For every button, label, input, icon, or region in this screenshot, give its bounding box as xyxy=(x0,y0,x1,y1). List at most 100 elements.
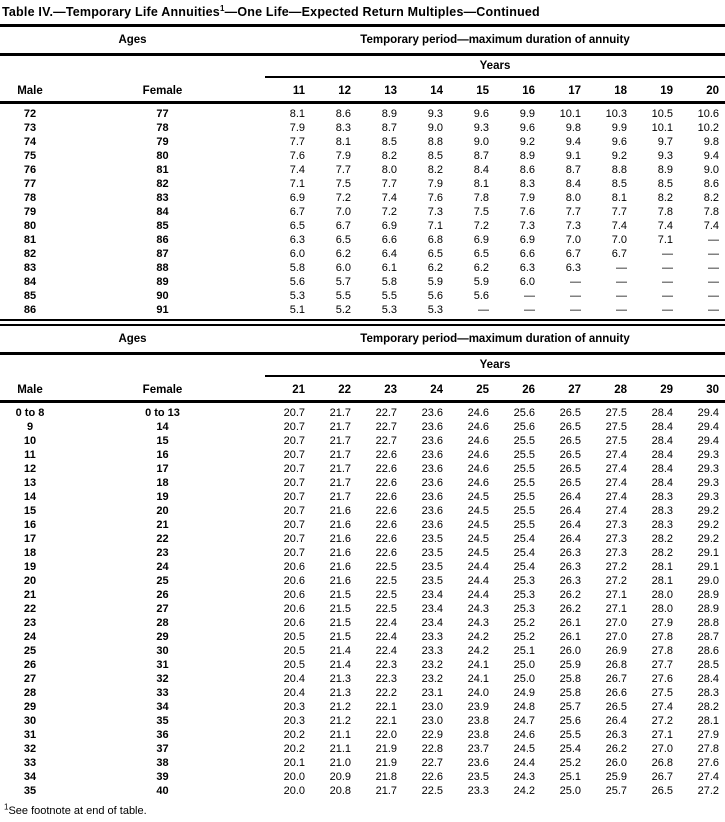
table-row: 78 83 6.9 7.2 7.4 7.6 7.8 7.9 8.0 8.1 8.2 8.2 xyxy=(0,191,725,205)
multiple-value-cell: 24.6 xyxy=(467,421,489,433)
male-age-cell: 13 xyxy=(23,477,37,489)
multiple-value-cell: 25.0 xyxy=(513,673,535,685)
multiple-value-cell: 29.2 xyxy=(697,505,719,517)
multiple-value-cell: 20.7 xyxy=(283,463,305,475)
multiple-value-cell: 23.4 xyxy=(421,589,443,601)
multiple-value-cell: 28.5 xyxy=(697,659,719,671)
multiple-value-cell: 25.0 xyxy=(513,659,535,671)
female-age-cell: 34 xyxy=(156,701,169,713)
multiple-value-cell: 23.6 xyxy=(421,463,443,475)
female-age-cell: 28 xyxy=(156,617,169,629)
multiple-value-cell: 23.6 xyxy=(467,757,489,769)
multiple-value-cell: 9.3 xyxy=(657,150,673,162)
multiple-value-cell: 7.1 xyxy=(427,220,443,232)
multiple-value-cell: 26.5 xyxy=(605,701,627,713)
multiple-value-cell: 24.9 xyxy=(513,687,535,699)
multiple-value-cell: 23.6 xyxy=(421,449,443,461)
multiple-value-cell: 27.4 xyxy=(651,701,673,713)
multiple-value-cell: 20.0 xyxy=(283,771,305,783)
multiple-value-cell: 28.9 xyxy=(697,603,719,615)
multiple-value-cell: 25.9 xyxy=(559,659,581,671)
multiple-value-cell: 7.4 xyxy=(611,220,627,232)
multiple-value-cell: — xyxy=(708,262,719,274)
multiple-value-cell: 27.8 xyxy=(697,743,719,755)
multiple-value-cell: 20.6 xyxy=(283,561,305,573)
multiple-value-cell: 28.3 xyxy=(651,519,673,531)
title-suffix: —One Life—Expected Return Multiples—Cont… xyxy=(224,5,540,19)
multiple-value-cell: 23.5 xyxy=(421,547,443,559)
annuity-table-years-21-30: Ages Temporary period—maximum duration o… xyxy=(0,326,725,798)
multiple-value-cell: 20.7 xyxy=(283,435,305,447)
multiple-value-cell: 25.2 xyxy=(513,617,535,629)
multiple-value-cell: 27.4 xyxy=(697,771,719,783)
male-age-cell: 84 xyxy=(23,276,37,288)
multiple-value-cell: 26.9 xyxy=(605,645,627,657)
multiple-value-cell: 25.4 xyxy=(513,533,535,545)
multiple-value-cell: 23.0 xyxy=(421,715,443,727)
multiple-value-cell: 21.6 xyxy=(329,519,351,531)
multiple-value-cell: 21.7 xyxy=(375,785,397,797)
multiple-value-cell: 26.4 xyxy=(559,519,581,531)
male-age-cell: 9 xyxy=(26,421,34,433)
multiple-value-cell: 6.5 xyxy=(289,220,305,232)
ages-header: Ages xyxy=(118,333,147,345)
multiple-value-cell: 26.5 xyxy=(559,435,581,447)
multiple-value-cell: 22.6 xyxy=(375,491,397,503)
multiple-value-cell: 6.9 xyxy=(473,234,489,246)
multiple-value-cell: 26.2 xyxy=(605,743,627,755)
multiple-value-cell: 23.5 xyxy=(421,561,443,573)
female-age-cell: 38 xyxy=(156,757,169,769)
male-age-cell: 76 xyxy=(23,164,37,176)
multiple-value-cell: 7.2 xyxy=(381,206,397,218)
multiple-value-cell: 28.1 xyxy=(651,575,673,587)
multiple-value-cell: 24.6 xyxy=(467,407,489,419)
multiple-value-cell: 7.4 xyxy=(657,220,673,232)
female-age-cell: 83 xyxy=(156,192,169,204)
multiple-value-cell: 9.3 xyxy=(473,122,489,134)
multiple-value-cell: 6.2 xyxy=(427,262,443,274)
female-age-cell: 21 xyxy=(156,519,169,531)
multiple-value-cell: 22.4 xyxy=(375,617,397,629)
multiple-value-cell: 25.5 xyxy=(513,435,535,447)
multiple-value-cell: 26.3 xyxy=(559,547,581,559)
multiple-value-cell: 24.5 xyxy=(467,547,489,559)
multiple-value-cell: 24.0 xyxy=(467,687,489,699)
multiple-value-cell: 29.2 xyxy=(697,519,719,531)
male-age-cell: 23 xyxy=(23,617,37,629)
multiple-value-cell: 27.3 xyxy=(605,533,627,545)
year-column-header: 28 xyxy=(587,377,633,403)
table-row: 72 77 8.1 8.6 8.9 9.3 9.6 9.9 10.1 10.3 10.5 10.6 xyxy=(0,103,725,122)
table-row: 0 to 8 0 to 13 20.7 21.7 22.7 23.6 24.6 25.6 26.… xyxy=(0,402,725,421)
multiple-value-cell: 27.4 xyxy=(605,463,627,475)
male-age-cell: 35 xyxy=(23,785,37,797)
male-age-cell: 21 xyxy=(23,589,37,601)
female-age-cell: 37 xyxy=(156,743,169,755)
multiple-value-cell: 6.0 xyxy=(289,248,305,260)
multiple-value-cell: 27.4 xyxy=(605,477,627,489)
multiple-value-cell: 20.7 xyxy=(283,533,305,545)
multiple-value-cell: 22.7 xyxy=(375,407,397,419)
year-column-header: 27 xyxy=(541,377,587,403)
multiple-value-cell: 6.9 xyxy=(519,234,535,246)
multiple-value-cell: 9.3 xyxy=(427,108,443,120)
table-row: 18 23 20.7 21.6 22.6 23.5 24.5 25.4 26.3 27.3 28.2… xyxy=(0,546,725,560)
multiple-value-cell: 22.5 xyxy=(375,589,397,601)
multiple-value-cell: — xyxy=(708,304,719,316)
multiple-value-cell: 27.5 xyxy=(605,421,627,433)
male-age-cell: 12 xyxy=(23,463,37,475)
multiple-value-cell: 20.2 xyxy=(283,729,305,741)
multiple-value-cell: 22.6 xyxy=(375,463,397,475)
multiple-value-cell: 10.1 xyxy=(651,122,673,134)
multiple-value-cell: 21.9 xyxy=(375,757,397,769)
female-age-cell: 39 xyxy=(156,771,169,783)
multiple-value-cell: 8.8 xyxy=(427,136,443,148)
multiple-value-cell: 8.0 xyxy=(565,192,581,204)
multiple-value-cell: 6.5 xyxy=(427,248,443,260)
multiple-value-cell: 24.5 xyxy=(513,743,535,755)
multiple-value-cell: 27.2 xyxy=(651,715,673,727)
multiple-value-cell: 27.5 xyxy=(651,687,673,699)
multiple-value-cell: 23.6 xyxy=(421,477,443,489)
multiple-value-cell: 27.1 xyxy=(605,603,627,615)
title-footnote-marker: 1 xyxy=(219,3,225,13)
multiple-value-cell: 28.2 xyxy=(651,533,673,545)
